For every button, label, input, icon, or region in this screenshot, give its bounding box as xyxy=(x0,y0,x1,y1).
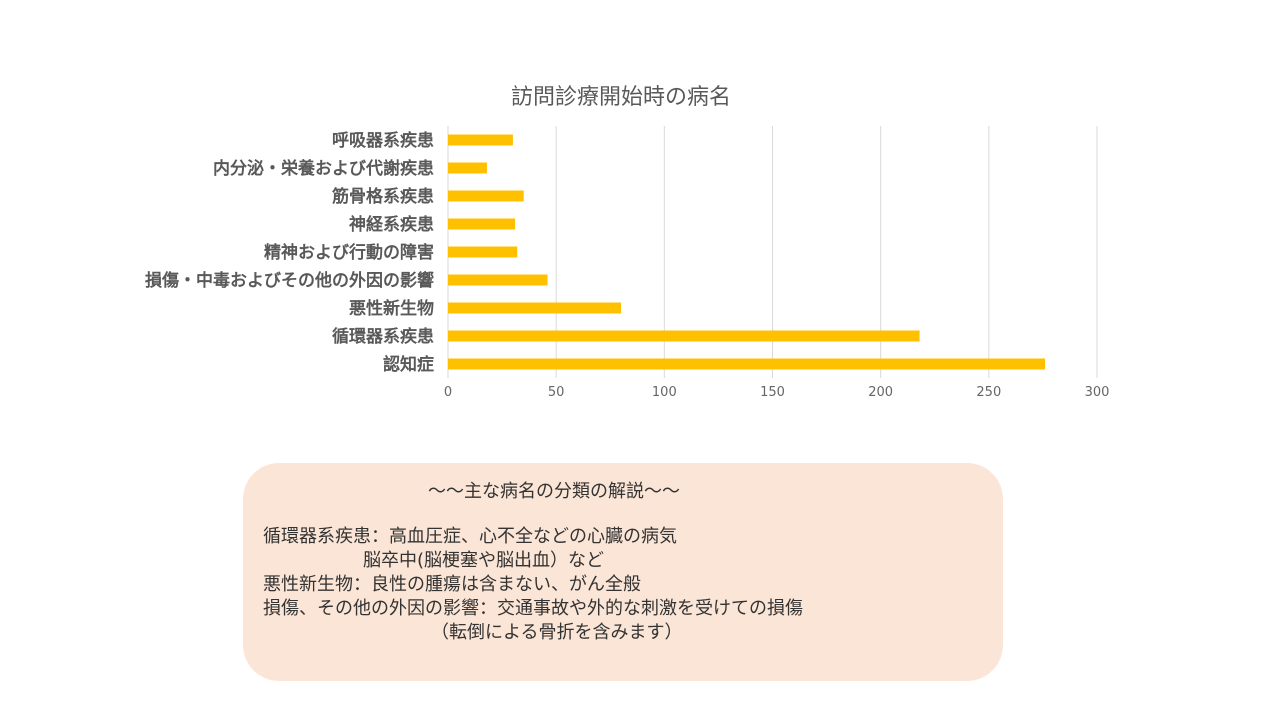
note-line: 脳卒中(脳梗塞や脳出血）など xyxy=(363,550,605,571)
x-axis-ticks: 0 50 100 150 200 250 300 xyxy=(444,385,1110,400)
chart-title: 訪問診療開始時の病名 xyxy=(511,85,731,110)
note-lines: 循環器系疾患：高血圧症、心不全などの心臓の病気 脳卒中(脳梗塞や脳出血）など 悪… xyxy=(263,525,803,645)
note-line: 循環器系疾患：高血圧症、心不全などの心臓の病気 xyxy=(263,526,677,547)
x-tick-label: 150 xyxy=(760,385,785,400)
category-label: 精神および行動の障害 xyxy=(264,242,434,263)
bar xyxy=(448,302,622,314)
note-line: 悪性新生物：良性の腫瘍は含まない、がん全般 xyxy=(263,574,641,595)
category-label: 循環器系疾患 xyxy=(332,326,434,347)
category-label: 認知症 xyxy=(383,354,434,375)
x-tick-label: 200 xyxy=(868,385,893,400)
x-tick-label: 300 xyxy=(1085,385,1110,400)
x-tick-label: 0 xyxy=(444,385,452,400)
bar xyxy=(448,274,548,286)
bar-chart: 訪問診療開始時の病名 呼吸器系疾患内分泌・栄養および代謝疾患筋骨格系疾患神経系疾… xyxy=(145,85,1110,400)
category-label: 筋骨格系疾患 xyxy=(331,186,434,207)
note-line: 損傷、その他の外因の影響：交通事故や外的な刺激を受けての損傷 xyxy=(263,598,803,619)
x-tick-label: 100 xyxy=(652,385,677,400)
x-tick-label: 250 xyxy=(976,385,1001,400)
bar xyxy=(448,358,1046,370)
bar xyxy=(448,246,518,258)
category-label: 悪性新生物 xyxy=(349,298,434,319)
category-label: 呼吸器系疾患 xyxy=(332,130,434,151)
bar xyxy=(448,330,920,342)
bar xyxy=(448,190,524,202)
category-label: 損傷・中毒およびその他の外因の影響 xyxy=(145,270,434,291)
classification-note-box: ～～主な病名の分類の解説～～ 循環器系疾患：高血圧症、心不全などの心臓の病気 脳… xyxy=(243,463,1003,681)
bars xyxy=(448,134,1046,370)
category-label: 神経系疾患 xyxy=(349,214,434,235)
bar xyxy=(448,134,513,146)
note-line: （転倒による骨折を含みます） xyxy=(431,622,683,643)
category-labels: 呼吸器系疾患内分泌・栄養および代謝疾患筋骨格系疾患神経系疾患精神および行動の障害… xyxy=(145,130,434,375)
bar xyxy=(448,162,487,174)
bar xyxy=(448,218,516,230)
gridlines xyxy=(447,126,1098,378)
x-tick-label: 50 xyxy=(548,385,565,400)
category-label: 内分泌・栄養および代謝疾患 xyxy=(213,158,434,179)
note-heading: ～～主な病名の分類の解説～～ xyxy=(428,481,680,502)
